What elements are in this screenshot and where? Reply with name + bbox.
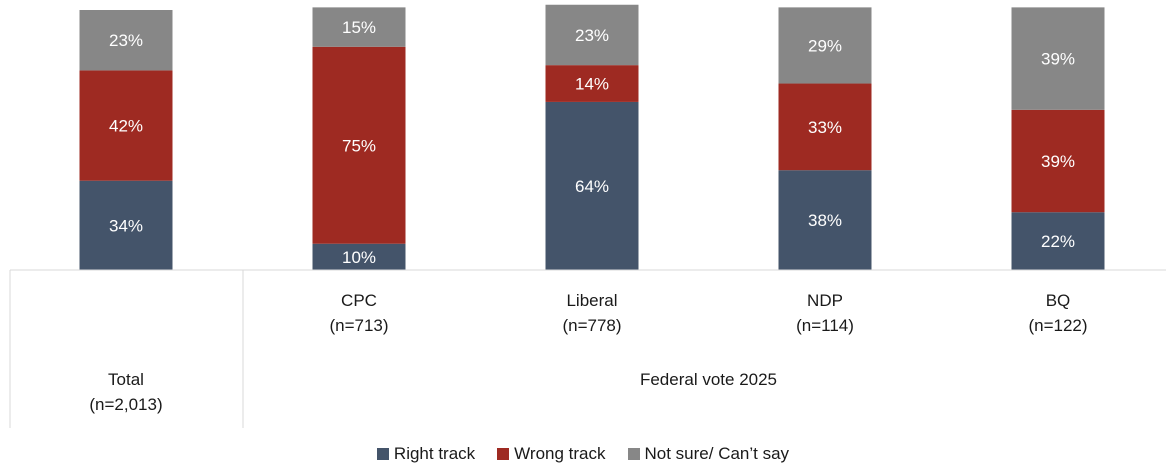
tick-label-bq-n: (n=122)	[1028, 316, 1087, 335]
bar-liberal-not-sure-can-t-say	[545, 4, 639, 66]
tick-label-liberal: Liberal	[566, 291, 617, 310]
group-label: Federal vote 2025	[640, 370, 777, 389]
legend-label-right-track: Right track	[393, 444, 476, 463]
legend-swatch-not-sure	[627, 448, 640, 460]
bar-bq-not-sure-can-t-say	[1011, 7, 1105, 110]
bar-cpc-right-track	[312, 243, 406, 270]
data-label-ndp-right-track: 38%	[808, 211, 842, 230]
bar-liberal-right-track	[545, 101, 639, 270]
data-label-bq-not-sure-can-t-say: 39%	[1041, 50, 1075, 69]
data-label-liberal-wrong-track: 14%	[575, 75, 609, 94]
data-label-ndp-wrong-track: 33%	[808, 118, 842, 137]
bar-ndp-wrong-track	[778, 83, 872, 171]
bar-total-wrong-track	[79, 70, 173, 181]
data-label-liberal-not-sure-can-t-say: 23%	[575, 26, 609, 45]
bar-ndp-right-track	[778, 170, 872, 270]
bar-cpc-not-sure-can-t-say	[312, 7, 406, 47]
bar-bq-right-track	[1011, 212, 1105, 270]
data-label-bq-right-track: 22%	[1041, 232, 1075, 251]
bar-ndp-not-sure-can-t-say	[778, 7, 872, 84]
tick-label-liberal-n: (n=778)	[562, 316, 621, 335]
data-label-cpc-wrong-track: 75%	[342, 136, 376, 155]
legend-item-right-track: Right track	[376, 444, 476, 464]
data-label-total-not-sure-can-t-say: 23%	[109, 31, 143, 50]
tick-label-total-n: (n=2,013)	[89, 395, 162, 414]
data-label-total-wrong-track: 42%	[109, 117, 143, 136]
data-label-cpc-not-sure-can-t-say: 15%	[342, 18, 376, 37]
data-label-liberal-right-track: 64%	[575, 177, 609, 196]
legend-item-wrong-track: Wrong track	[497, 444, 606, 464]
bar-liberal-wrong-track	[545, 65, 639, 102]
chart-legend: Right track Wrong track Not sure/ Can’t …	[0, 444, 1166, 464]
tick-label-ndp: NDP	[807, 291, 843, 310]
legend-swatch-right-track	[376, 448, 389, 460]
legend-label-wrong-track: Wrong track	[514, 444, 606, 463]
data-label-total-right-track: 34%	[109, 216, 143, 235]
data-label-cpc-right-track: 10%	[342, 248, 376, 267]
legend-swatch-wrong-track	[497, 448, 510, 460]
bar-cpc-wrong-track	[312, 46, 406, 244]
tick-label-cpc-n: (n=713)	[329, 316, 388, 335]
bar-total-not-sure-can-t-say	[79, 10, 173, 71]
data-label-bq-wrong-track: 39%	[1041, 152, 1075, 171]
tick-label-ndp-n: (n=114)	[796, 316, 854, 335]
stacked-bar-chart: 34% 42% 23% 10% 75% 15% 64% 14% 23% 38% 33% 29% 22% 3…	[9, 4, 1166, 428]
tick-label-total: Total	[108, 370, 144, 389]
bar-bq-wrong-track	[1011, 109, 1105, 213]
data-label-ndp-not-sure-can-t-say: 29%	[808, 36, 842, 55]
legend-label-not-sure: Not sure/ Can’t say	[644, 444, 790, 463]
tick-label-bq: BQ	[1046, 291, 1071, 310]
bar-total-right-track	[79, 180, 173, 270]
tick-label-cpc: CPC	[341, 291, 377, 310]
legend-item-not-sure: Not sure/ Can’t say	[627, 444, 790, 464]
